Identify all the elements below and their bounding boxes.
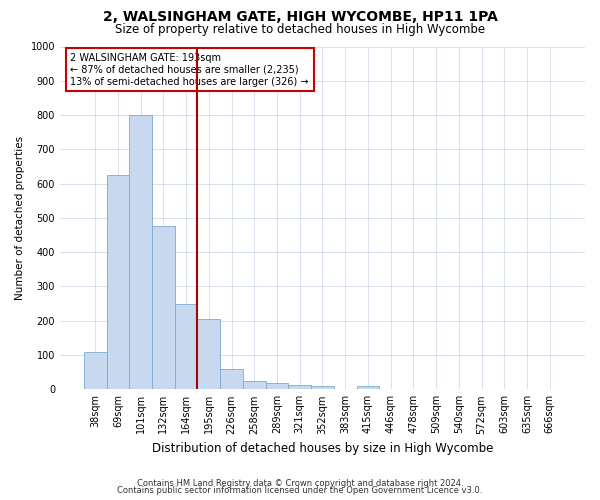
X-axis label: Distribution of detached houses by size in High Wycombe: Distribution of detached houses by size …: [152, 442, 493, 455]
Bar: [129, 115, 152, 390]
Text: Contains public sector information licensed under the Open Government Licence v3: Contains public sector information licen…: [118, 486, 482, 495]
Text: 2 WALSINGHAM GATE: 193sqm
← 87% of detached houses are smaller (2,235)
13% of se: 2 WALSINGHAM GATE: 193sqm ← 87% of detac…: [70, 54, 309, 86]
Text: 2, WALSINGHAM GATE, HIGH WYCOMBE, HP11 1PA: 2, WALSINGHAM GATE, HIGH WYCOMBE, HP11 1…: [103, 10, 497, 24]
Bar: [356, 386, 379, 390]
Bar: [107, 175, 129, 390]
Bar: [289, 385, 311, 390]
Bar: [266, 383, 289, 390]
Bar: [84, 352, 107, 390]
Bar: [243, 380, 266, 390]
Bar: [311, 386, 334, 390]
Y-axis label: Number of detached properties: Number of detached properties: [15, 136, 25, 300]
Text: Contains HM Land Registry data © Crown copyright and database right 2024.: Contains HM Land Registry data © Crown c…: [137, 478, 463, 488]
Text: Size of property relative to detached houses in High Wycombe: Size of property relative to detached ho…: [115, 22, 485, 36]
Bar: [152, 226, 175, 390]
Bar: [175, 304, 197, 390]
Bar: [220, 368, 243, 390]
Bar: [197, 319, 220, 390]
